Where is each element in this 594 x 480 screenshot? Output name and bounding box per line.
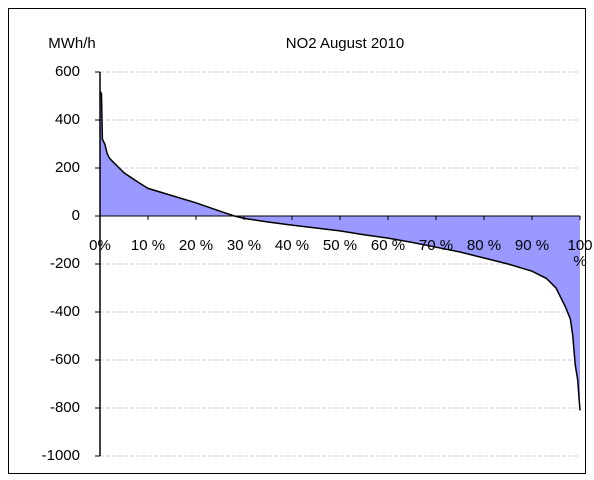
x-tick-label: 80 % <box>467 237 501 254</box>
area <box>100 91 580 411</box>
y-tick-label: -600 <box>50 351 80 368</box>
y-tick-label: 0 <box>72 207 80 224</box>
line <box>99 90 581 411</box>
y-tick-label: -1000 <box>42 447 80 464</box>
x-tick-label: 90 % <box>515 237 549 254</box>
chart-title: NO2 August 2010 <box>286 35 404 52</box>
y-axis-label: MWh/h <box>48 35 96 52</box>
y-tick-label: 600 <box>55 63 80 80</box>
x-tick-label: 10 % <box>131 237 165 254</box>
x-tick-label: 0% <box>89 237 111 254</box>
x-tick-label: 100% <box>567 237 592 270</box>
x-tick-label: 40 % <box>275 237 309 254</box>
x-tick-label: 20 % <box>179 237 213 254</box>
y-tick-label: 400 <box>55 111 80 128</box>
y-tick-label: 200 <box>55 159 80 176</box>
y-tick-label: -400 <box>50 303 80 320</box>
x-tick-label: 60 % <box>371 237 405 254</box>
x-tick-label: 70 % <box>419 237 453 254</box>
x-tick-label: 30 % <box>227 237 261 254</box>
y-tick-label: -200 <box>50 255 80 272</box>
y-tick-label: -800 <box>50 399 80 416</box>
x-tick-label: 50 % <box>323 237 357 254</box>
